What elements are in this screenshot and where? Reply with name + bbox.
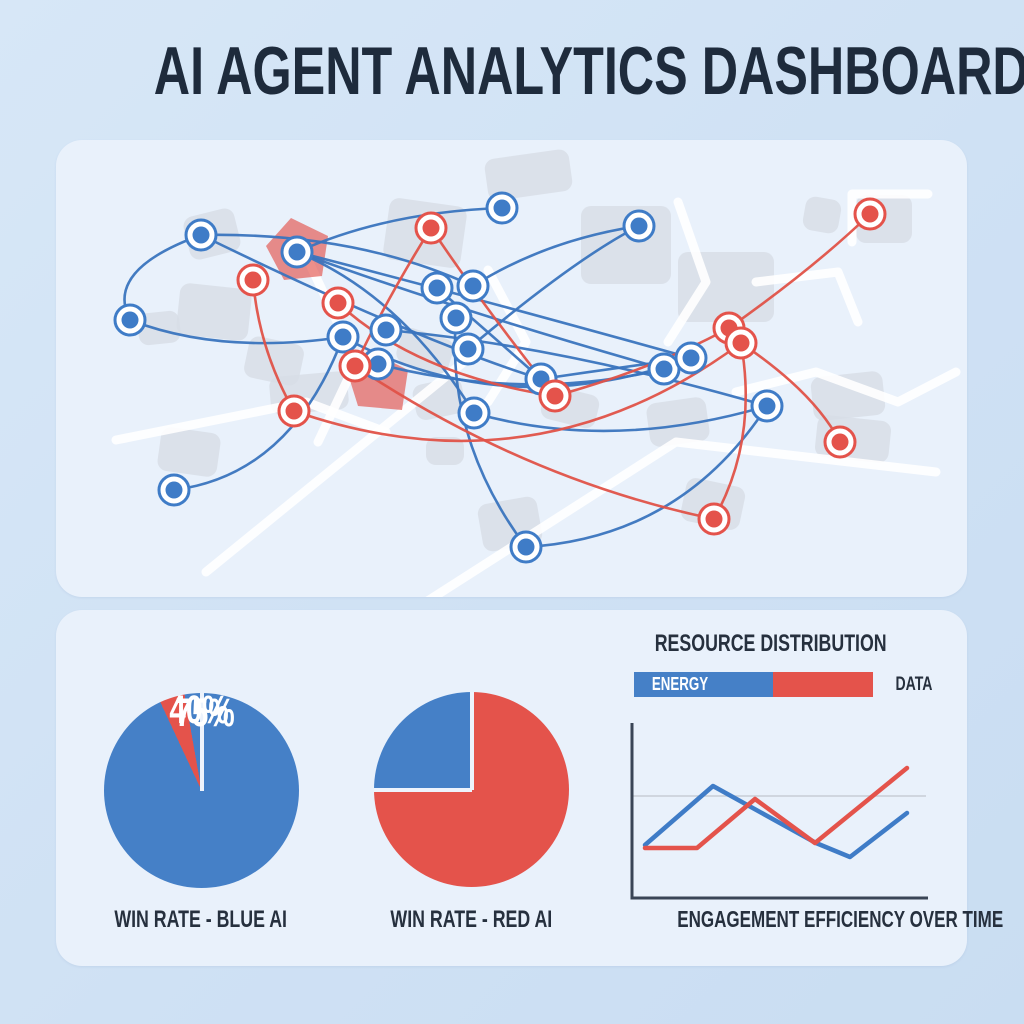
map-node-blue-core	[459, 340, 477, 358]
resource-distribution-bar: ENERGY	[634, 672, 873, 697]
map-road	[483, 265, 531, 407]
pie-red-caption: WIN RATE - RED AI	[390, 906, 552, 933]
map-node-red-core	[244, 271, 262, 289]
map-road	[663, 197, 711, 347]
map-edge-blue	[296, 206, 503, 254]
map-edge-blue	[129, 318, 344, 345]
data-label: DATA	[895, 674, 933, 695]
map-zone	[802, 196, 842, 234]
map-edge-red	[354, 364, 715, 521]
map-node-blue-core	[165, 481, 183, 499]
pie-chart-blue-win-rate	[104, 693, 299, 888]
chart-axes	[630, 723, 928, 900]
map-node-blue-core	[655, 360, 673, 378]
engagement-line-chart	[630, 723, 928, 900]
map-node-red-core	[329, 294, 347, 312]
map-zone	[137, 310, 181, 346]
stats-panel: 75% WIN RATE - BLUE AI 40% WIN RATE - RE…	[56, 610, 1004, 966]
data-bar-segment	[772, 672, 873, 697]
map-node-blue-core	[428, 279, 446, 297]
map-edge-red	[353, 227, 433, 367]
page-title: AI AGENT ANALYTICS DASHBOARD	[153, 33, 1024, 109]
map-node-red-core	[285, 402, 303, 420]
map-zone	[646, 397, 710, 447]
map-zone	[244, 336, 304, 386]
map-node-red-core	[861, 205, 879, 223]
map-edge-blue	[173, 336, 345, 492]
map-node-red-core	[705, 510, 723, 528]
line-chart-caption: ENGAGEMENT EFFICIENCY OVER TIME	[677, 906, 1004, 932]
map-node-red-core	[422, 219, 440, 237]
map-zone	[176, 283, 252, 341]
map-node-blue-core	[369, 355, 387, 373]
resource-distribution-title: RESOURCE DISTRIBUTION	[655, 630, 887, 657]
map-road	[111, 397, 391, 445]
map-edge-red	[712, 342, 748, 520]
map-node-blue-core	[464, 277, 482, 295]
map-edge-red	[293, 341, 742, 443]
pie-blue-caption: WIN RATE - BLUE AI	[114, 906, 288, 933]
map-node-blue-core	[682, 349, 700, 367]
map-node-blue-core	[447, 309, 465, 327]
map-road	[731, 367, 961, 407]
map-svg	[111, 149, 961, 597]
pie-divider	[199, 693, 204, 791]
map-zone	[426, 437, 464, 465]
map-zone	[157, 427, 221, 477]
pie-divider	[469, 692, 474, 790]
map-node-blue-core	[121, 311, 139, 329]
map-node-blue-core	[288, 243, 306, 261]
pie-chart-red-win-rate	[374, 692, 569, 887]
map-zone	[810, 371, 886, 421]
map-edge-blue	[473, 404, 768, 433]
map-node-blue-core	[377, 321, 395, 339]
map-edge-blue	[377, 362, 665, 386]
map-node-blue-core	[493, 199, 511, 217]
map-edge-blue	[472, 224, 640, 288]
map-road	[751, 267, 863, 327]
map-edge-blue	[467, 224, 640, 350]
map-node-blue-core	[758, 397, 776, 415]
map-node-red-core	[732, 334, 750, 352]
pie-divider	[374, 787, 472, 792]
map-node-red-core	[831, 433, 849, 451]
map-node-red-core	[546, 387, 564, 405]
map-road	[425, 437, 941, 597]
map-edge-blue	[385, 328, 768, 408]
pie-blue-percent-label: 75%	[175, 691, 235, 735]
map-nodes-layer	[113, 191, 887, 564]
map-node-red-core	[346, 357, 364, 375]
series-red-ai	[642, 765, 910, 851]
agent-activity-map-panel	[56, 140, 967, 597]
map-node-blue-core	[334, 328, 352, 346]
map-node-blue-core	[517, 538, 535, 556]
map-node-blue-core	[192, 226, 210, 244]
map-road	[201, 347, 481, 577]
map-node-blue-core	[630, 217, 648, 235]
map-road	[847, 189, 933, 247]
map-zone	[484, 149, 573, 201]
map-edge-red	[728, 213, 871, 330]
map-edge-red	[337, 302, 556, 398]
energy-bar-segment: ENERGY	[634, 672, 773, 697]
pie-red-percent-label: 40%	[169, 688, 229, 732]
map-edge-blue	[296, 250, 476, 414]
energy-label: ENERGY	[651, 674, 709, 694]
map-node-blue-core	[465, 404, 483, 422]
map-roads-layer	[111, 189, 961, 597]
